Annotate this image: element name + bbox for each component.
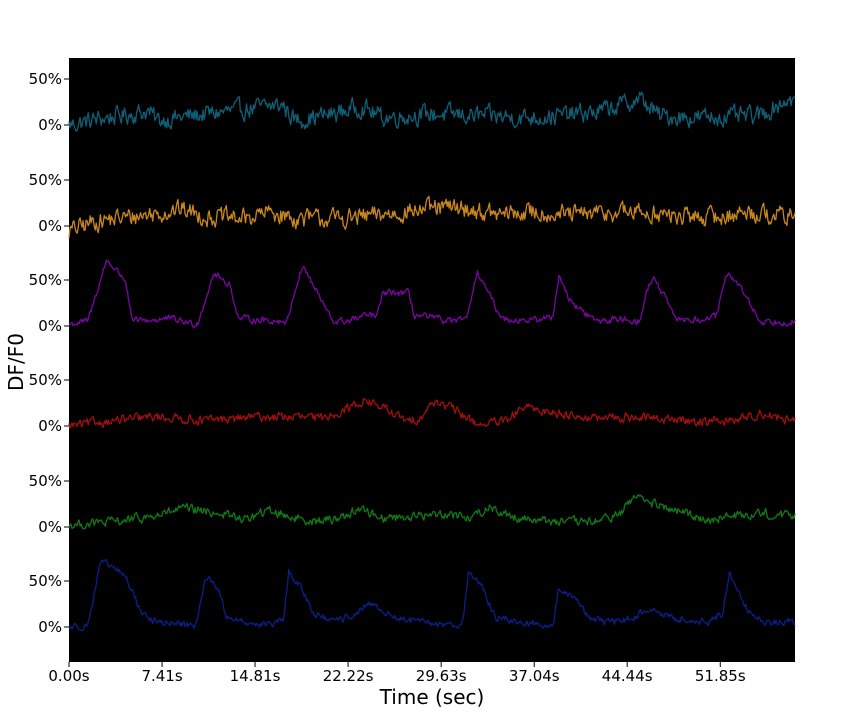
x-tick-label: 51.85s: [695, 667, 746, 685]
y-tick-label-0: 0%: [38, 618, 62, 636]
x-tick-label: 29.63s: [416, 667, 467, 685]
x-tick-label: 44.44s: [602, 667, 653, 685]
trace-line-4: [68, 398, 796, 429]
x-tick-label: 14.81s: [230, 667, 281, 685]
y-tick-label-50: 50%: [29, 70, 62, 88]
x-axis-label: Time (sec): [379, 685, 485, 709]
x-tick-label: 22.22s: [323, 667, 374, 685]
trace-line-6: [68, 559, 796, 632]
y-axis-label: DF/F0: [4, 333, 28, 391]
y-tick-label-50: 50%: [29, 271, 62, 289]
y-tick-label-50: 50%: [29, 472, 62, 490]
x-tick-label: 0.00s: [48, 667, 89, 685]
x-tick-labels: 0.00s 7.41s 14.81s 22.22s 29.63s 37.04s 44.44s…: [48, 662, 746, 685]
y-tick-label-0: 0%: [38, 518, 62, 536]
y-tick-label-50: 50%: [29, 171, 62, 189]
trace-line-2: [68, 195, 796, 239]
y-tick-label-0: 0%: [38, 116, 62, 134]
x-tick-label: 7.41s: [141, 667, 182, 685]
trace-line-3: [68, 259, 796, 329]
y-tick-label-50: 50%: [29, 572, 62, 590]
y-tick-labels: 50% 0% 50% 0% 50% 0% 50% 0% 50% 0% 50% 0%: [29, 70, 69, 636]
trace-line-1: [68, 91, 796, 132]
trace-line-5: [68, 494, 796, 530]
x-tick-label: 37.04s: [509, 667, 560, 685]
traces-layer: [68, 91, 796, 632]
y-tick-label-0: 0%: [38, 217, 62, 235]
y-tick-label-0: 0%: [38, 317, 62, 335]
y-tick-label-50: 50%: [29, 371, 62, 389]
plot-background: [69, 58, 795, 662]
y-tick-label-0: 0%: [38, 417, 62, 435]
